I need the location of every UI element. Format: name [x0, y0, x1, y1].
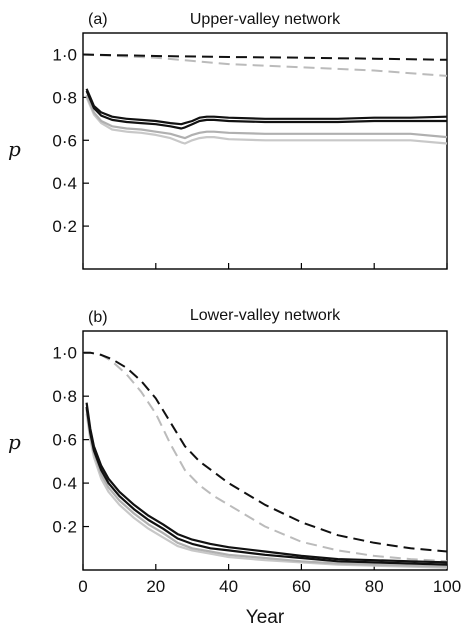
y-tick-label-a: 0·4 — [52, 174, 77, 193]
y-tick-label-a: 0·8 — [52, 88, 77, 107]
x-tick-label: 80 — [365, 577, 384, 596]
light-solid-line-lower-a — [85, 96, 448, 145]
ticks-a: 0·2 0·4 0·6 0·8 1·0 — [52, 45, 448, 269]
series-group-b — [83, 351, 448, 569]
panel-tag-a: (a) — [88, 11, 108, 28]
dark-dashed-line-b — [83, 351, 448, 553]
light-dashed-line-b — [83, 351, 448, 563]
x-tick-label: 100 — [433, 577, 461, 596]
series-group-a — [82, 53, 448, 145]
dark-solid-line-lower-a — [85, 90, 447, 130]
panel-title-a: Upper-valley network — [190, 11, 341, 28]
y-tick-label-b: 0·2 — [52, 518, 77, 537]
light-dashed-line-a — [82, 53, 448, 77]
y-axis-label-a: p — [8, 137, 21, 161]
y-tick-label-b: 0·6 — [52, 431, 77, 450]
panel-upper-valley: (a) Upper-valley network p 0·2 0·4 0·6 0·8 1… — [8, 11, 448, 270]
panel-lower-valley: (b) Lower-valley network p 0·2 0·4 0·6 0·8 1… — [8, 307, 461, 628]
x-tick-label: 60 — [292, 577, 311, 596]
y-tick-label-b: 0·4 — [52, 474, 77, 493]
light-solid-line-upper-a — [85, 94, 448, 140]
y-tick-label-b: 1·0 — [52, 344, 77, 363]
dark-dashed-line-a — [82, 53, 448, 61]
ticks-b: 0·2 0·4 0·6 0·8 1·0 0 20 40 60 80 100 — [52, 344, 461, 596]
x-axis-label: Year — [246, 607, 285, 628]
y-axis-label-b: p — [8, 430, 21, 454]
panel-title-b: Lower-valley network — [190, 307, 341, 324]
x-tick-label: 40 — [219, 577, 238, 596]
panel-tag-b: (b) — [88, 309, 108, 326]
dark-solid-line-upper-b — [85, 402, 448, 564]
x-tick-label: 0 — [78, 577, 87, 596]
y-tick-label-a: 0·2 — [52, 217, 77, 236]
y-tick-label-a: 1·0 — [52, 45, 77, 64]
y-tick-label-b: 0·8 — [52, 387, 77, 406]
dark-solid-line-lower-b — [85, 406, 448, 566]
plot-frame-b — [82, 330, 448, 571]
dark-solid-line-upper-a — [85, 88, 448, 126]
x-tick-label: 20 — [146, 577, 165, 596]
y-tick-label-a: 0·6 — [52, 131, 77, 150]
light-solid-line-upper-b — [85, 409, 448, 568]
plot-frame-a — [82, 32, 448, 270]
